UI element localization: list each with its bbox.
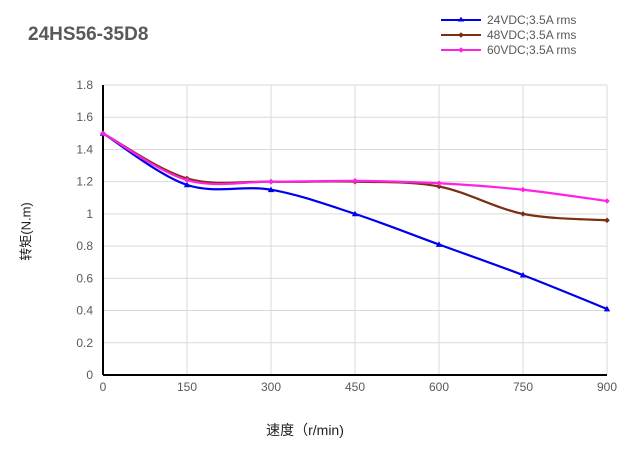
svg-text:300: 300 [261, 380, 281, 394]
svg-text:0.8: 0.8 [76, 239, 93, 253]
svg-text:150: 150 [177, 380, 197, 394]
svg-text:1.2: 1.2 [76, 175, 93, 189]
svg-text:0.4: 0.4 [76, 304, 93, 318]
svg-text:750: 750 [513, 380, 533, 394]
svg-text:450: 450 [345, 380, 365, 394]
svg-text:1.8: 1.8 [76, 78, 93, 92]
svg-text:900: 900 [597, 380, 617, 394]
svg-text:600: 600 [429, 380, 449, 394]
svg-text:1.4: 1.4 [76, 142, 93, 156]
svg-text:0: 0 [86, 368, 93, 382]
svg-text:0.2: 0.2 [76, 336, 93, 350]
svg-text:1.6: 1.6 [76, 110, 93, 124]
svg-text:1: 1 [86, 207, 93, 221]
svg-text:0: 0 [100, 380, 107, 394]
svg-text:0.6: 0.6 [76, 271, 93, 285]
